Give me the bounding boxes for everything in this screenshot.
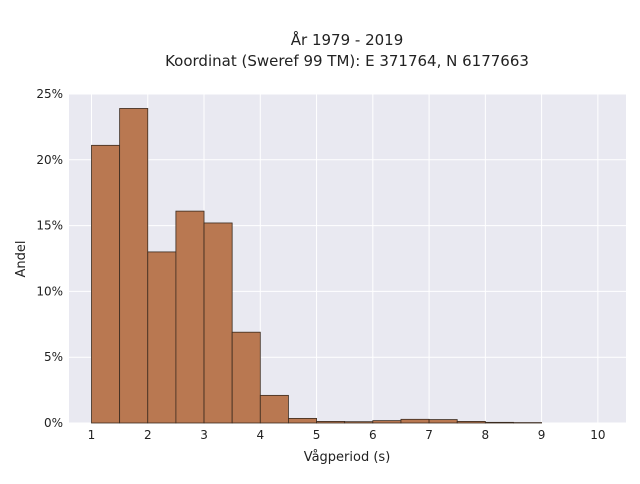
histogram-bar <box>260 395 288 423</box>
histogram-bar <box>92 145 120 423</box>
histogram-bar <box>176 211 204 423</box>
x-tick-label: 7 <box>425 428 433 442</box>
y-tick-label: 20% <box>36 153 63 167</box>
histogram-bar <box>317 421 345 423</box>
y-tick-label: 5% <box>44 350 63 364</box>
x-axis-ticks: 1 2 3 4 5 6 7 8 9 10 <box>88 428 606 442</box>
histogram-bar <box>148 252 176 423</box>
chart-title-line-2: Koordinat (Sweref 99 TM): E 371764, N 61… <box>165 52 529 70</box>
histogram-bar <box>457 421 485 423</box>
histogram-bar <box>232 332 260 423</box>
x-tick-label: 3 <box>200 428 208 442</box>
histogram-bar <box>204 223 232 423</box>
y-tick-label: 0% <box>44 416 63 430</box>
histogram-bar <box>373 421 401 423</box>
y-tick-label: 10% <box>36 284 63 298</box>
histogram-bar <box>288 418 316 423</box>
histogram-bar <box>401 419 429 423</box>
x-tick-label: 8 <box>482 428 490 442</box>
x-tick-label: 5 <box>313 428 321 442</box>
histogram-bar <box>429 420 457 423</box>
chart-title-line-1: År 1979 - 2019 <box>291 30 404 49</box>
x-tick-label: 1 <box>88 428 96 442</box>
histogram-bar <box>120 108 148 423</box>
x-tick-label: 9 <box>538 428 546 442</box>
x-tick-label: 10 <box>590 428 605 442</box>
y-tick-label: 25% <box>36 87 63 101</box>
x-axis-title: Vågperiod (s) <box>304 450 391 465</box>
x-tick-label: 4 <box>256 428 264 442</box>
histogram-bar <box>345 422 373 423</box>
y-axis-ticks: 0% 5% 10% 15% 20% 25% <box>36 87 63 430</box>
y-tick-label: 15% <box>36 219 63 233</box>
y-axis-title: Andel <box>14 241 29 278</box>
x-tick-label: 2 <box>144 428 152 442</box>
histogram-bar <box>485 422 513 423</box>
x-tick-label: 6 <box>369 428 377 442</box>
